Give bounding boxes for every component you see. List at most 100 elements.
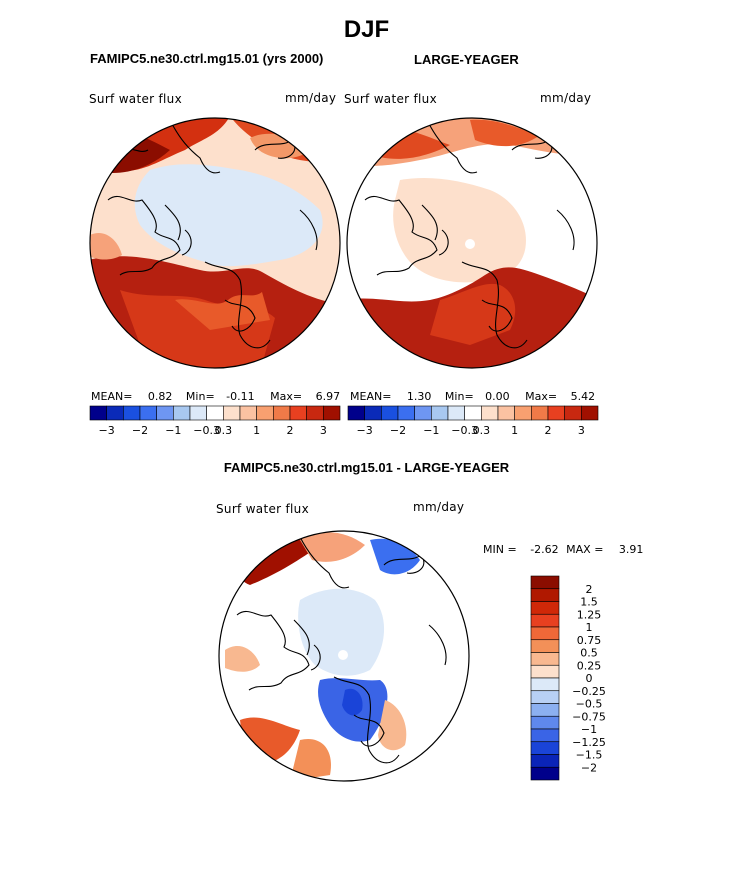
- colorbar-diff-swatch: [530, 575, 560, 590]
- map-diff-border: [218, 530, 470, 782]
- panel1-stats: MEAN= 0.82 Min= -0.11 Max= 6.97: [91, 390, 340, 403]
- colorbar-model: −3 −2 −1 −0.30.3 1 2 3: [89, 405, 341, 437]
- colorbar-obs-tick-label: 1: [511, 424, 518, 437]
- colorbar-model-tick-label: −3: [99, 424, 115, 437]
- colorbar-obs-swatch: [547, 405, 565, 421]
- colorbar-model-tick-label: 1: [253, 424, 260, 437]
- colorbar-obs-tick-label: 0.3: [473, 424, 491, 437]
- colorbar-obs-swatch: [514, 405, 532, 421]
- colorbar-diff-swatch: [530, 588, 560, 602]
- colorbar-diff-swatch: [530, 639, 560, 653]
- colorbar-model-tick-label: −2: [132, 424, 148, 437]
- colorbar-obs-swatch: [447, 405, 465, 421]
- colorbar-diff-tick-label: −1.25: [572, 736, 606, 749]
- panel1-max-label: Max=: [270, 390, 303, 403]
- colorbar-model-swatch: [323, 405, 341, 421]
- colorbar-obs-swatch: [347, 405, 365, 421]
- colorbar-diff-tick-label: −0.25: [572, 685, 606, 698]
- colorbar-obs-swatch: [381, 405, 399, 421]
- colorbar-obs-swatch: [497, 405, 515, 421]
- colorbar-obs-tick-label: −2: [390, 424, 406, 437]
- colorbar-obs-swatch: [564, 405, 582, 421]
- colorbar-diff-swatch: [530, 664, 560, 679]
- map-model-border: [89, 117, 341, 369]
- colorbar-model-swatch: [123, 405, 141, 421]
- colorbar-diff-tick-label: 0.25: [577, 659, 602, 672]
- colorbar-model-tick-label: −1: [165, 424, 181, 437]
- colorbar-diff-tick-label: −1: [581, 723, 597, 736]
- colorbar-diff: 21.51.2510.750.50.250−0.25−0.5−0.75−1−1.…: [530, 575, 606, 781]
- colorbar-model-swatch: [139, 405, 157, 421]
- panel2-mean-label: MEAN=: [350, 390, 392, 403]
- panel2-min-label: Min=: [444, 390, 474, 403]
- colorbar-model-swatch: [206, 405, 224, 421]
- panel2-stats: MEAN= 1.30 Min= 0.00 Max= 5.42: [350, 390, 595, 403]
- colorbar-diff-swatch: [530, 626, 560, 641]
- colorbar-obs-tick-label: −3: [357, 424, 373, 437]
- colorbar-model-swatch: [189, 405, 207, 421]
- colorbar-model-swatch: [289, 405, 307, 421]
- colorbar-diff-tick-label: 1: [586, 621, 593, 634]
- colorbar-diff-swatch: [530, 766, 560, 781]
- colorbar-diff-tick-label: 1.5: [580, 596, 598, 609]
- diff-variable-label: Surf water flux: [216, 502, 309, 516]
- diff-min-value: -2.62: [530, 543, 559, 556]
- panel2-variable-label: Surf water flux: [344, 92, 437, 106]
- colorbar-model-tick-label: 2: [287, 424, 294, 437]
- colorbar-obs-swatch: [414, 405, 432, 421]
- colorbar-diff-tick-label: 1.25: [577, 608, 602, 621]
- diff-max-value: 3.91: [618, 543, 644, 556]
- panel1-mean-label: MEAN=: [91, 390, 133, 403]
- panel2-max-value: 5.42: [570, 390, 596, 403]
- colorbar-obs-tick-label: 3: [578, 424, 585, 437]
- colorbar-diff-tick-label: −0.75: [572, 710, 606, 723]
- colorbar-diff-swatch: [530, 703, 560, 717]
- map-obs-border: [346, 117, 598, 369]
- colorbar-model-swatch: [106, 405, 124, 421]
- colorbar-diff-swatch: [530, 677, 560, 692]
- colorbar-obs-tick-label: 2: [545, 424, 552, 437]
- panel2-max-label: Max=: [525, 390, 558, 403]
- colorbar-diff-swatch: [530, 728, 560, 743]
- colorbar-model-swatch: [239, 405, 257, 421]
- colorbar-diff-swatch: [530, 652, 560, 666]
- colorbar-obs-swatch: [364, 405, 382, 421]
- diff-max-label: MAX =: [566, 543, 604, 556]
- panel1-units-label: mm/day: [285, 91, 337, 105]
- colorbar-diff-tick-label: 0.5: [580, 647, 598, 660]
- panel2-units-label: mm/day: [540, 91, 592, 105]
- panel1-min-value: -0.11: [226, 390, 255, 403]
- panel2-min-value: 0.00: [485, 390, 510, 403]
- colorbar-model-tick-label: 0.3: [215, 424, 233, 437]
- colorbar-model-swatch: [89, 405, 107, 421]
- colorbar-obs-swatch: [397, 405, 415, 421]
- diff-stats: MIN = -2.62 MAX = 3.91: [483, 543, 643, 556]
- colorbar-diff-tick-label: 0: [586, 672, 593, 685]
- colorbar-diff-tick-label: 2: [586, 583, 593, 596]
- colorbar-obs-swatch: [581, 405, 599, 421]
- panel2-mean-value: 1.30: [406, 390, 432, 403]
- colorbar-obs: −3 −2 −1 −0.30.3 1 2 3: [347, 405, 599, 437]
- colorbar-diff-tick-label: −1.5: [576, 749, 603, 762]
- diff-min-label: MIN =: [483, 543, 517, 556]
- colorbar-diff-tick-label: 0.75: [577, 634, 602, 647]
- colorbar-diff-tick-label: −2: [581, 761, 597, 774]
- colorbar-obs-swatch: [464, 405, 482, 421]
- page-title: DJF: [343, 16, 390, 43]
- colorbar-diff-swatch: [530, 754, 560, 768]
- colorbar-model-tick-label: −0.3: [193, 424, 220, 437]
- colorbar-diff-swatch: [530, 715, 560, 730]
- colorbar-model-swatch: [223, 405, 241, 421]
- colorbar-model-swatch: [173, 405, 191, 421]
- colorbar-obs-swatch: [431, 405, 449, 421]
- panel1-max-value: 6.97: [315, 390, 341, 403]
- colorbar-diff-swatch: [530, 601, 560, 615]
- colorbar-obs-swatch: [481, 405, 499, 421]
- colorbar-diff-swatch: [530, 613, 560, 628]
- panel2-case-title: LARGE-YEAGER: [414, 52, 519, 67]
- colorbar-diff-tick-label: −0.5: [576, 698, 603, 711]
- diff-panel-title: FAMIPC5.ne30.ctrl.mg15.01 - LARGE-YEAGER: [223, 460, 510, 475]
- colorbar-model-swatch: [156, 405, 174, 421]
- colorbar-model-swatch: [256, 405, 274, 421]
